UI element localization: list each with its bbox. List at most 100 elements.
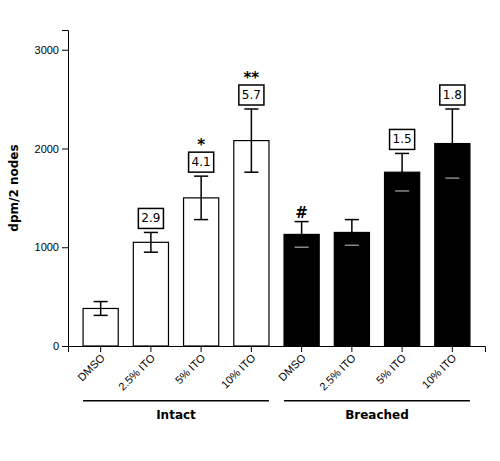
x-tick: 10% ITO [219, 346, 258, 391]
error-bar [94, 302, 108, 316]
x-tick-mark [150, 346, 151, 352]
x-tick-label: 5% ITO [173, 351, 208, 386]
bar [284, 234, 319, 346]
error-bar-cap [144, 251, 158, 253]
x-tick-mark [201, 346, 202, 352]
y-tick-label: 0 [53, 340, 59, 352]
error-bar-stem [150, 232, 152, 252]
si-annotation: 4.1 [189, 152, 214, 172]
x-tick: 5% ITO [173, 346, 208, 386]
y-axis-title: dpm/2 nodes [7, 144, 21, 231]
error-bar-cap [194, 219, 208, 221]
y-tick-label: 3000 [35, 44, 59, 56]
si-box [390, 129, 415, 149]
y-tick-label: 2000 [35, 143, 59, 155]
error-bar [144, 232, 158, 252]
error-bar-cap [144, 232, 158, 234]
error-bar-cap [445, 108, 459, 110]
x-tick: DMSO [75, 346, 107, 383]
x-tick-mark [100, 346, 101, 352]
y-tick-mark [62, 50, 68, 51]
x-tick-label: DMSO [75, 351, 107, 383]
y-tick: 0 [53, 340, 68, 352]
si-label: 1.5 [393, 132, 412, 146]
error-bar-stem [351, 220, 353, 246]
x-tick-mark [402, 346, 403, 352]
x-tick: 2.5% ITO [317, 346, 359, 393]
bar [334, 232, 369, 346]
y-axis: 0 1000 2000 3000 [35, 31, 69, 353]
y-tick-mark [62, 346, 68, 347]
significance-marker: * [197, 136, 205, 154]
y-tick-label: 1000 [35, 241, 59, 253]
si-label: 5.7 [242, 88, 261, 102]
error-bar-cap [345, 219, 359, 221]
x-tick-mark [301, 346, 302, 352]
si-annotation: 2.9 [138, 208, 163, 228]
error-bar-cap [445, 177, 459, 179]
bar [133, 242, 168, 346]
error-bar [194, 176, 208, 219]
x-tick-label: 2.5% ITO [317, 351, 359, 393]
error-bar-stem [401, 153, 403, 191]
si-box [138, 208, 163, 228]
group-label: Intact [156, 408, 196, 422]
error-bar [445, 109, 459, 178]
x-axis-line [69, 347, 486, 353]
si-label: 2.9 [141, 211, 160, 225]
x-tick-mark [452, 346, 453, 352]
x-tick-label: 10% ITO [420, 351, 459, 390]
significance-marker: # [295, 204, 308, 222]
error-bar-cap [395, 153, 409, 155]
error-bar-stem [452, 109, 454, 178]
chart: 0 1000 2000 3000 dpm/2 nodes DMSO 2.5% ITO 5% I… [0, 0, 500, 461]
x-tick: 2.5% ITO [116, 346, 158, 393]
y-tick-mark [62, 149, 68, 150]
error-bar-cap [194, 175, 208, 177]
si-label: 1.8 [443, 88, 462, 102]
error-bar-cap [345, 245, 359, 247]
x-tick-label: DMSO [276, 351, 308, 383]
annotations: 2.9 4.1* 5.7** #1.5 1.8 [138, 69, 465, 228]
y-tick: 1000 [35, 241, 68, 253]
si-annotation: 1.5 [390, 129, 415, 149]
error-bar [395, 153, 409, 191]
y-axis-line [62, 31, 69, 347]
error-bar-cap [395, 190, 409, 192]
marks [83, 109, 470, 346]
si-box [189, 152, 214, 172]
x-tick: DMSO [276, 346, 308, 383]
group-bracket [284, 400, 470, 402]
plot: 0 1000 2000 3000 dpm/2 nodes DMSO 2.5% ITO 5% I… [7, 31, 486, 422]
x-tick-label: 5% ITO [374, 351, 409, 386]
si-annotation: 5.7 [239, 85, 264, 105]
group-label: Breached [345, 408, 409, 422]
error-bar-stem [251, 109, 253, 172]
bar [184, 198, 219, 346]
error-bar-cap [244, 171, 258, 173]
bar [385, 172, 420, 346]
x-tick-label: 10% ITO [219, 351, 258, 390]
si-label: 4.1 [192, 155, 211, 169]
error-bar-cap [94, 315, 108, 317]
error-bar-cap [244, 108, 258, 110]
error-bar-stem [301, 222, 303, 248]
error-bar [295, 222, 309, 248]
y-tick: 2000 [35, 143, 68, 155]
error-bar-cap [94, 301, 108, 303]
group-bracket [83, 400, 269, 402]
significance-marker: ** [244, 69, 260, 87]
y-tick: 3000 [35, 44, 68, 56]
error-bar [345, 220, 359, 246]
error-bar-stem [200, 176, 202, 219]
x-tick-mark [351, 346, 352, 352]
error-bar [244, 109, 258, 172]
error-bar-stem [100, 302, 102, 316]
si-box [239, 85, 264, 105]
groups: Intact Breached [83, 401, 470, 422]
x-tick: 10% ITO [420, 346, 459, 391]
x-tick-label: 2.5% ITO [116, 351, 158, 393]
x-tick-mark [251, 346, 252, 352]
si-box [440, 85, 465, 105]
si-annotation: 1.8 [440, 85, 465, 105]
